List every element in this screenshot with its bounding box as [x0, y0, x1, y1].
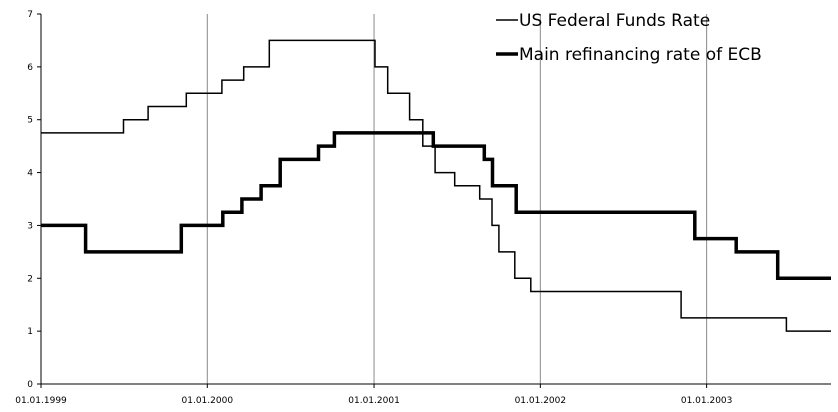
x-tick-label: 01.01.2000	[182, 396, 234, 406]
axes: 01.01.1999 01.01.2000 01.01.2001 01.01.2002…	[15, 10, 831, 406]
gridlines	[206, 14, 708, 384]
series-line-2	[41, 131, 831, 281]
y-tick-label: 3	[27, 221, 33, 231]
series-lines	[41, 39, 831, 332]
series-line-1	[41, 39, 831, 332]
y-tick-label: 0	[27, 380, 33, 390]
legend-label-2: Main refinancing rate of ECB	[519, 45, 762, 65]
y-tick-label: 6	[27, 63, 33, 73]
y-tick-label: 5	[27, 116, 33, 126]
x-tick-label: 01.01.1999	[15, 396, 67, 406]
legend-label-1: US Federal Funds Rate	[519, 11, 710, 31]
y-tick-label: 1	[27, 327, 33, 337]
x-tick-label: 01.01.2002	[515, 396, 567, 406]
y-tick-label: 2	[27, 274, 33, 284]
y-tick-label: 4	[27, 169, 33, 179]
y-tick-label: 7	[27, 10, 33, 20]
legend: US Federal Funds Rate Main refinancing ra…	[496, 11, 762, 65]
x-tick-label: 01.01.2003	[681, 396, 733, 406]
x-tick-label: 01.01.2001	[348, 396, 400, 406]
